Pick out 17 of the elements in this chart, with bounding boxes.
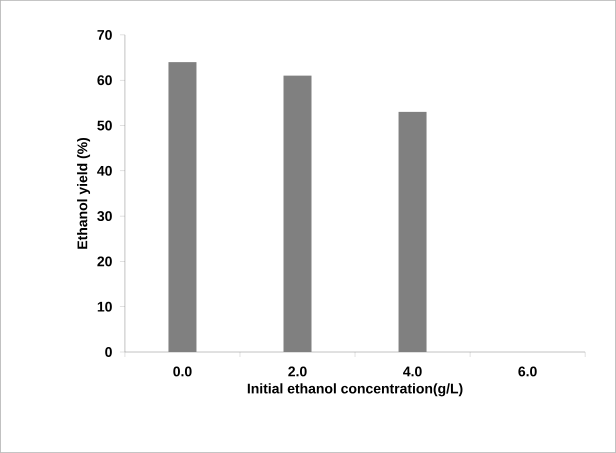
x-axis-title: Initial ethanol concentration(g/L) xyxy=(248,383,462,396)
y-axis-title: Ethanol yield (%) xyxy=(77,138,90,249)
bar xyxy=(168,62,196,352)
y-tick-label: 40 xyxy=(97,166,112,176)
x-tick-label: 0.0 xyxy=(173,366,192,376)
x-tick-label: 2.0 xyxy=(288,366,307,376)
y-tick-label: 60 xyxy=(97,75,112,86)
y-tick-label: 20 xyxy=(97,256,112,266)
x-tick-label: 6.0 xyxy=(518,366,537,376)
y-tick-label: 70 xyxy=(97,30,112,40)
y-tick-label: 10 xyxy=(98,302,112,312)
bar xyxy=(284,76,312,352)
y-tick-label: 0 xyxy=(105,347,112,357)
y-tick-label: 50 xyxy=(97,120,112,130)
bar xyxy=(398,112,427,352)
x-tick-label: 4.0 xyxy=(403,366,422,376)
y-tick-label: 30 xyxy=(97,211,112,222)
